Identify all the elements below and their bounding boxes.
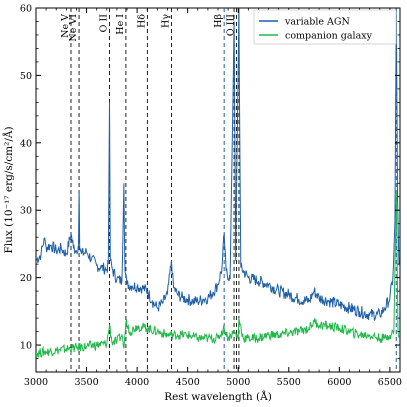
y-axis-label: Flux (10⁻¹⁷ erg/s/cm²/Å) xyxy=(1,126,15,253)
x-tick-label: 4000 xyxy=(125,377,149,388)
x-tick-label: 6000 xyxy=(327,377,351,388)
emission-line-label: Hγ xyxy=(160,14,171,28)
x-tick-label: 4500 xyxy=(176,377,200,388)
x-tick-label: 3000 xyxy=(24,377,48,388)
emission-line-label: He I xyxy=(115,14,126,35)
emission-line-label: Hδ xyxy=(136,14,147,28)
axis-labels: Rest wavelength (Å) Flux (10⁻¹⁷ erg/s/cm²… xyxy=(1,126,272,403)
emission-line-label: Hβ xyxy=(213,13,224,27)
x-tick-label: 5000 xyxy=(226,377,250,388)
emission-line-label: Ne VI xyxy=(68,14,79,42)
legend: variable AGN companion galaxy xyxy=(253,9,397,45)
series-group xyxy=(36,8,400,358)
emission-line-label: O II xyxy=(99,14,110,33)
legend-box xyxy=(253,9,397,45)
x-tick-label: 3500 xyxy=(74,377,98,388)
axes-frame xyxy=(35,7,401,373)
x-tick-label: 5500 xyxy=(277,377,301,388)
plot-border xyxy=(35,7,401,373)
legend-entry: variable AGN xyxy=(284,17,350,28)
y-tick-label: 10 xyxy=(20,341,32,352)
emission-line-label: Ne V xyxy=(60,14,71,38)
y-tick-label: 50 xyxy=(20,71,32,82)
y-tick-label: 30 xyxy=(20,206,32,217)
x-tick-label: 6500 xyxy=(378,377,402,388)
series-line-variable-agn xyxy=(36,8,400,321)
x-axis-label: Rest wavelength (Å) xyxy=(164,389,272,403)
y-tick-label: 20 xyxy=(20,273,32,284)
emission-line-label: O III xyxy=(226,14,237,36)
ticks: 3000 3500 4000 4500 5000 5500 6000 6500 10 20 30 40… xyxy=(20,4,402,389)
y-tick-label: 40 xyxy=(20,138,32,149)
y-tick-label: 60 xyxy=(20,4,32,15)
series-line-companion-galaxy xyxy=(36,189,400,358)
legend-entry: companion galaxy xyxy=(285,31,373,42)
